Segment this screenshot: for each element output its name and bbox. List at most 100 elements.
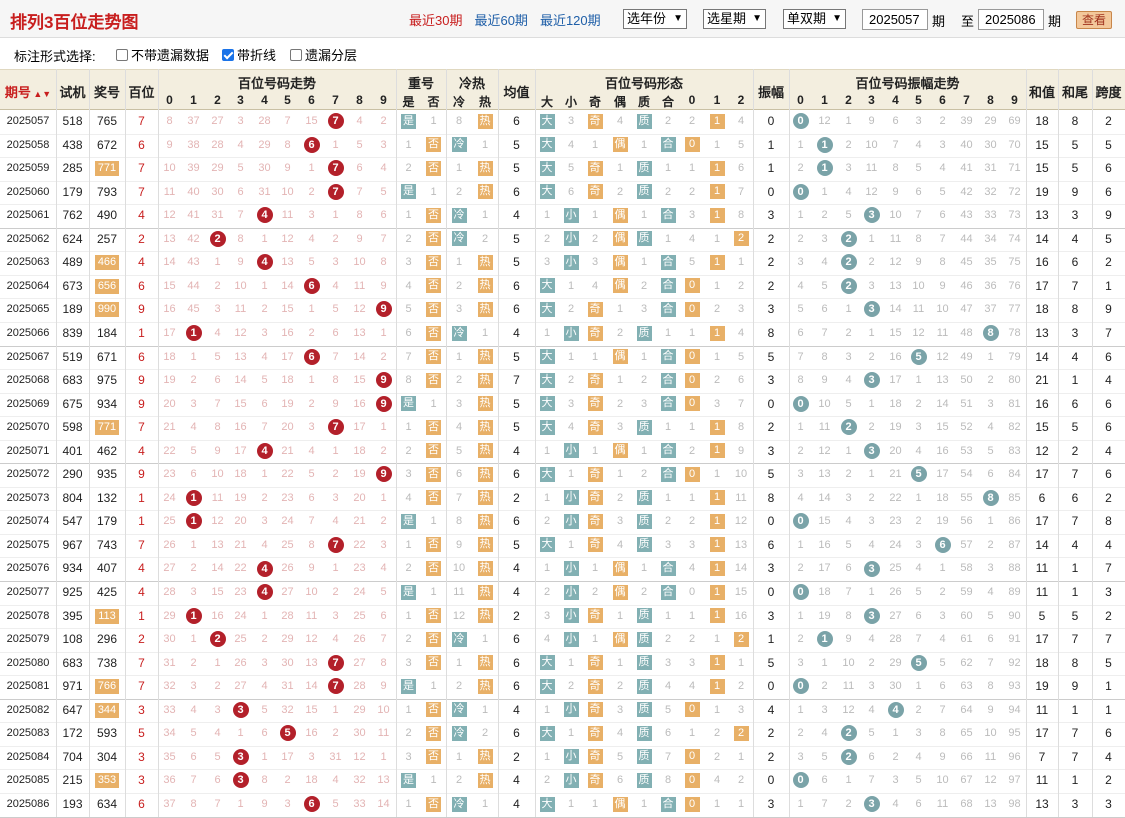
- checkbox[interactable]: [116, 48, 128, 61]
- amp-trend-cell: 1: [789, 793, 812, 816]
- trend-cell: 9: [372, 675, 395, 698]
- missing-count: 8: [821, 350, 828, 363]
- repeat-cell: 否: [421, 346, 446, 369]
- amp-trend-cell: 4: [979, 581, 1002, 604]
- missing-count: 42: [960, 185, 973, 198]
- form-cell: 质: [632, 534, 656, 557]
- missing-count: 8: [915, 232, 922, 245]
- amp-trend-cell: 5: [907, 157, 930, 180]
- missing-count: 4: [915, 138, 922, 151]
- form-cell: 质: [632, 322, 656, 345]
- cold-tag: 冷: [451, 631, 467, 647]
- trend-cell: 2: [182, 652, 205, 675]
- missing-count: 17: [818, 562, 831, 575]
- form-tag: 大: [539, 419, 555, 435]
- missing-count: 3: [380, 538, 387, 551]
- missing-count: 14: [936, 397, 949, 410]
- missing-count: 1: [688, 421, 696, 434]
- missing-count: 1: [261, 468, 268, 481]
- trend-cell: 18: [300, 769, 323, 792]
- hit-ball: 4: [256, 207, 273, 224]
- amp-trend-cell: 41: [955, 157, 978, 180]
- amp-trend-cell: 74: [1003, 228, 1026, 251]
- form-cell: 奇: [583, 510, 607, 533]
- recent-120-link[interactable]: 最近120期: [539, 13, 601, 28]
- header-hundred: 百位: [128, 85, 155, 100]
- missing-count: 11: [936, 797, 949, 810]
- missing-count: 2: [797, 232, 804, 245]
- repeat-cell: 否: [421, 251, 446, 274]
- trend-cell: 1: [206, 652, 229, 675]
- header-issue[interactable]: 期号 ▲▼: [4, 85, 52, 100]
- missing-count: 1: [430, 774, 437, 787]
- avg-cell: 4: [513, 585, 520, 599]
- option-layered[interactable]: 遗漏分层: [290, 45, 357, 64]
- trend-cell: 9: [348, 228, 371, 251]
- missing-count: 2: [591, 586, 599, 598]
- mod-tag: 1: [709, 537, 725, 553]
- missing-count: 3: [845, 350, 852, 363]
- trend-cell: 13: [229, 346, 252, 369]
- amp-trend-cell: 3: [860, 298, 883, 321]
- amplitude-cell: 3: [767, 796, 775, 811]
- issue-cell: 2025060: [6, 185, 50, 198]
- missing-count: 7: [737, 185, 745, 198]
- form-tag: 质: [636, 325, 652, 341]
- from-issue-input[interactable]: 2025057: [862, 9, 928, 30]
- year-select[interactable]: 选年份 ▼: [623, 9, 687, 29]
- amp-trend-cell: 62: [955, 652, 978, 675]
- query-button[interactable]: 查看: [1076, 11, 1112, 29]
- missing-count: 31: [211, 209, 224, 222]
- option-with-line[interactable]: 带折线: [222, 45, 276, 64]
- form-tag: 奇: [587, 160, 603, 176]
- hundred-cell: 7: [138, 114, 145, 128]
- missing-count: 11: [353, 279, 366, 292]
- form-sub-header: 大: [540, 95, 553, 109]
- form-cell: 0: [680, 298, 704, 321]
- missing-count: 2: [591, 232, 599, 245]
- missing-count: 4: [868, 703, 875, 716]
- missing-count: 29: [889, 656, 902, 669]
- recent-30-link[interactable]: 最近30期: [409, 13, 463, 28]
- form-cell: 1: [729, 793, 753, 816]
- missing-count: 9: [737, 444, 745, 457]
- checkbox[interactable]: [290, 48, 302, 61]
- prize-number: 975: [96, 373, 118, 388]
- checkbox-checked[interactable]: [222, 48, 234, 61]
- avg-cell: 6: [513, 679, 520, 694]
- form-cell: 2: [608, 322, 632, 345]
- missing-count: 1: [543, 750, 551, 763]
- form-cell: 2: [705, 298, 729, 321]
- sumtail-cell: 9: [1071, 679, 1079, 694]
- recent-60-link[interactable]: 最近60期: [474, 13, 528, 28]
- missing-count: 1: [261, 750, 268, 763]
- parity-select[interactable]: 单双期 ▼: [783, 9, 846, 29]
- missing-count: 9: [237, 256, 244, 269]
- table-row: 2025086 193 634 6 37 8 7 1 9 3 6 5 33 14 1 否冷 1 4 大 1 1 偶 1 合 0 1…: [0, 793, 1125, 817]
- trial-cell: 704: [62, 749, 83, 764]
- trend-cell: 9: [324, 393, 347, 416]
- amp-trend-cell: 57: [955, 534, 978, 557]
- missing-count: 2: [455, 279, 463, 292]
- repeat-yes-tag: 是: [401, 772, 416, 788]
- sum-cell: 11: [1035, 773, 1049, 788]
- prize-cell: 132: [89, 487, 125, 510]
- coldhot-sub-header: 热: [478, 95, 491, 109]
- amplitude-cell: 3: [767, 302, 775, 317]
- amp-trend-cell: 39: [955, 110, 978, 133]
- to-issue-input[interactable]: 2025086: [978, 9, 1044, 30]
- amp-digit-header: 8: [987, 93, 994, 107]
- week-select[interactable]: 选星期 ▼: [703, 9, 766, 29]
- mod-tag: 0: [684, 772, 700, 788]
- missing-count: 2: [713, 303, 721, 316]
- amp-trend-cell: 3: [907, 722, 930, 745]
- issue-cell: 2025082: [6, 703, 50, 716]
- missing-count: 3: [332, 491, 339, 504]
- table-row: 2025078 395 113 1 29 1 16 24 1 28 11 3 25 6 1 否 12 热 2 3 小奇 1…: [0, 605, 1125, 629]
- repeat-yes-tag: 是: [401, 513, 416, 529]
- amp-trend-cell: 42: [955, 181, 978, 204]
- form-cell: 4: [559, 134, 583, 157]
- hot-tag: 热: [477, 349, 493, 365]
- option-no-missing[interactable]: 不带遗漏数据: [116, 45, 209, 64]
- amp-trend-cell: 5: [931, 652, 954, 675]
